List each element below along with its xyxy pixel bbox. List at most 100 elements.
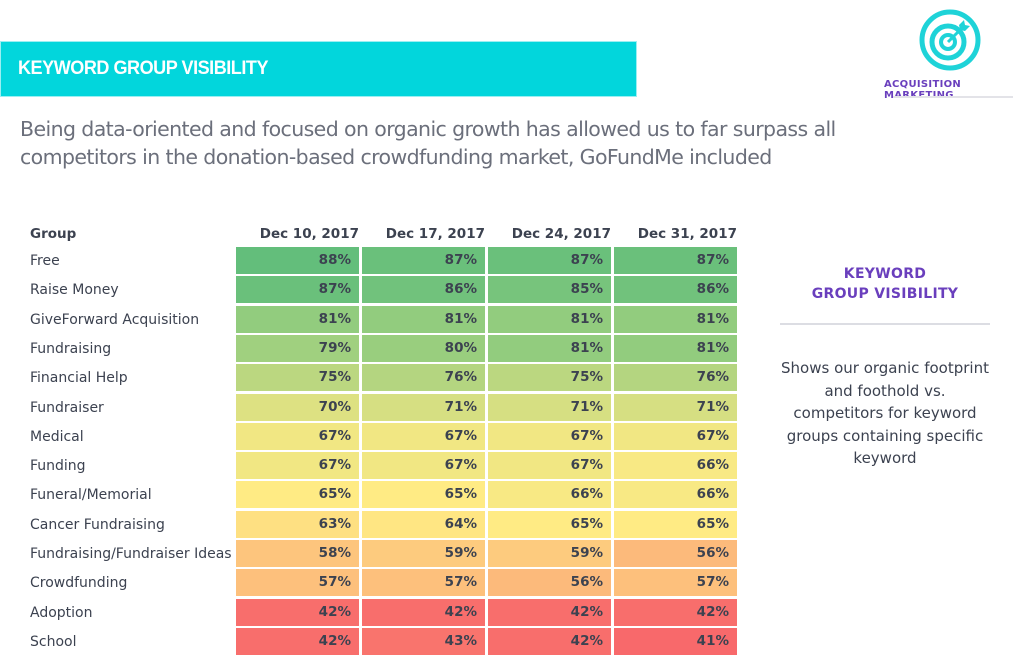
- heatmap-cell: 87%: [236, 276, 359, 304]
- page-subtitle: Being data-oriented and focused on organ…: [20, 117, 836, 169]
- logo-divider: [893, 96, 1013, 98]
- heatmap-cell: 66%: [614, 452, 737, 480]
- heatmap-cell: 67%: [362, 422, 485, 450]
- heatmap-cell: 76%: [362, 364, 485, 392]
- heatmap-cell: 80%: [362, 334, 485, 362]
- heatmap-cell: 66%: [488, 481, 611, 509]
- heatmap-cell: 71%: [488, 393, 611, 421]
- heatmap-cell: 67%: [236, 422, 359, 450]
- heatmap-cell: 42%: [236, 598, 359, 626]
- row-label: Raise Money: [30, 282, 119, 299]
- heatmap-cell: 70%: [236, 393, 359, 421]
- row-label: Cancer Fundraising: [30, 516, 165, 533]
- heatmap-cell: 59%: [362, 540, 485, 567]
- column-header-date: Dec 24, 2017: [511, 226, 611, 242]
- heatmap-cell: 71%: [614, 393, 737, 421]
- heatmap-cell: 75%: [488, 364, 611, 392]
- heatmap-cell: 81%: [614, 334, 737, 362]
- table-row: Raise Money 87% 86% 85% 86%: [30, 276, 770, 305]
- heatmap-cell: 65%: [362, 481, 485, 509]
- table-row: Financial Help 75% 76% 75% 76%: [30, 364, 770, 393]
- heatmap-cell: 86%: [362, 276, 485, 304]
- heatmap-cell: 56%: [488, 569, 611, 597]
- table-row: Free 88% 87% 87% 87%: [30, 247, 770, 276]
- heatmap-cell: 41%: [614, 627, 737, 655]
- column-header-group: Group: [30, 226, 77, 242]
- sidebar-title: KEYWORD GROUP VISIBILITY: [780, 264, 990, 304]
- logo-label: ACQUISITION MARKETING: [884, 79, 962, 101]
- heatmap-cell: 57%: [236, 569, 359, 597]
- heatmap-cell: 42%: [362, 598, 485, 626]
- heatmap-cell: 87%: [362, 247, 485, 274]
- heatmap-cell: 81%: [488, 305, 611, 333]
- heatmap-cell: 64%: [362, 510, 485, 538]
- heatmap-cell: 67%: [614, 422, 737, 450]
- row-label: Funding: [30, 458, 86, 475]
- column-header-date: Dec 17, 2017: [385, 226, 485, 242]
- sidebar-description: Shows our organic footprint and foothold…: [781, 359, 989, 467]
- heatmap-cell: 86%: [614, 276, 737, 304]
- heatmap-cell: 67%: [236, 452, 359, 480]
- heatmap-cell: 76%: [614, 364, 737, 392]
- heatmap-cell: 42%: [236, 627, 359, 655]
- heatmap-cell: 81%: [362, 305, 485, 333]
- target-arrow-icon: [919, 9, 981, 71]
- heatmap-cell: 42%: [488, 627, 611, 655]
- heatmap-cell: 42%: [614, 598, 737, 626]
- heatmap-cell: 67%: [362, 452, 485, 480]
- row-label: Funeral/Memorial: [30, 487, 152, 504]
- table-row: GiveForward Acquisition 81% 81% 81% 81%: [30, 305, 770, 335]
- header-row: Group Dec 10, 2017 Dec 17, 2017 Dec 24, 20…: [30, 222, 770, 246]
- table-row: Fundraiser 70% 71% 71% 71%: [30, 393, 770, 423]
- row-label: Medical: [30, 428, 84, 445]
- heatmap-cell: 57%: [614, 569, 737, 597]
- row-label: Free: [30, 253, 60, 269]
- heatmap-cell: 81%: [236, 305, 359, 333]
- row-label: Fundraiser: [30, 399, 104, 416]
- row-label: Financial Help: [30, 370, 128, 387]
- heatmap-cell: 63%: [236, 510, 359, 538]
- heatmap-cell: 65%: [236, 481, 359, 509]
- heatmap-cell: 75%: [236, 364, 359, 392]
- heatmap-cell: 81%: [488, 334, 611, 362]
- heatmap-cell: 81%: [614, 305, 737, 333]
- table-row: Cancer Fundraising 63% 64% 65% 65%: [30, 510, 770, 540]
- table-row: Medical 67% 67% 67% 67%: [30, 422, 770, 452]
- heatmap-cell: 59%: [488, 540, 611, 567]
- table-row: Funding 67% 67% 67% 66%: [30, 452, 770, 481]
- table-row: Fundraising/Fundraiser Ideas 58% 59% 59% 56%: [30, 540, 770, 569]
- table-row: School 42% 43% 42% 41%: [30, 627, 770, 657]
- sidebar-title-line1: KEYWORD: [843, 266, 927, 282]
- column-header-date: Dec 31, 2017: [637, 226, 737, 242]
- heatmap-cell: 57%: [362, 569, 485, 597]
- heatmap-cell: 43%: [362, 627, 485, 655]
- table-row: Fundraising 79% 80% 81% 81%: [30, 334, 770, 364]
- heatmap-cell: 67%: [488, 422, 611, 450]
- page-title: KEYWORD GROUP VISIBILITY: [18, 58, 269, 79]
- title-banner: KEYWORD GROUP VISIBILITY: [0, 41, 637, 97]
- table-row: Crowdfunding 57% 57% 56% 57%: [30, 569, 770, 598]
- heatmap-cell: 67%: [488, 452, 611, 480]
- heatmap-cell: 87%: [488, 247, 611, 274]
- heatmap-cell: 65%: [488, 510, 611, 538]
- heatmap-cell: 88%: [236, 247, 359, 274]
- row-label: School: [30, 633, 77, 650]
- heatmap-cell: 79%: [236, 334, 359, 362]
- heatmap-cell: 42%: [488, 598, 611, 626]
- heatmap-cell: 66%: [614, 481, 737, 509]
- row-label: Fundraising/Fundraiser Ideas: [30, 546, 232, 562]
- heatmap-cell: 65%: [614, 510, 737, 538]
- heatmap-cell: 58%: [236, 540, 359, 567]
- heatmap-cell: 87%: [614, 247, 737, 274]
- heatmap-cell: 56%: [614, 540, 737, 567]
- row-label: Fundraising: [30, 340, 112, 357]
- row-label: GiveForward Acquisition: [30, 311, 200, 328]
- row-label: Crowdfunding: [30, 575, 128, 592]
- column-header-date: Dec 10, 2017: [259, 226, 359, 242]
- heatmap-cell: 85%: [488, 276, 611, 304]
- table-row: Adoption 42% 42% 42% 42%: [30, 598, 770, 628]
- table-row: Funeral/Memorial 65% 65% 66% 66%: [30, 481, 770, 510]
- row-label: Adoption: [30, 604, 93, 621]
- sidebar-divider: [780, 323, 990, 325]
- heatmap-cell: 71%: [362, 393, 485, 421]
